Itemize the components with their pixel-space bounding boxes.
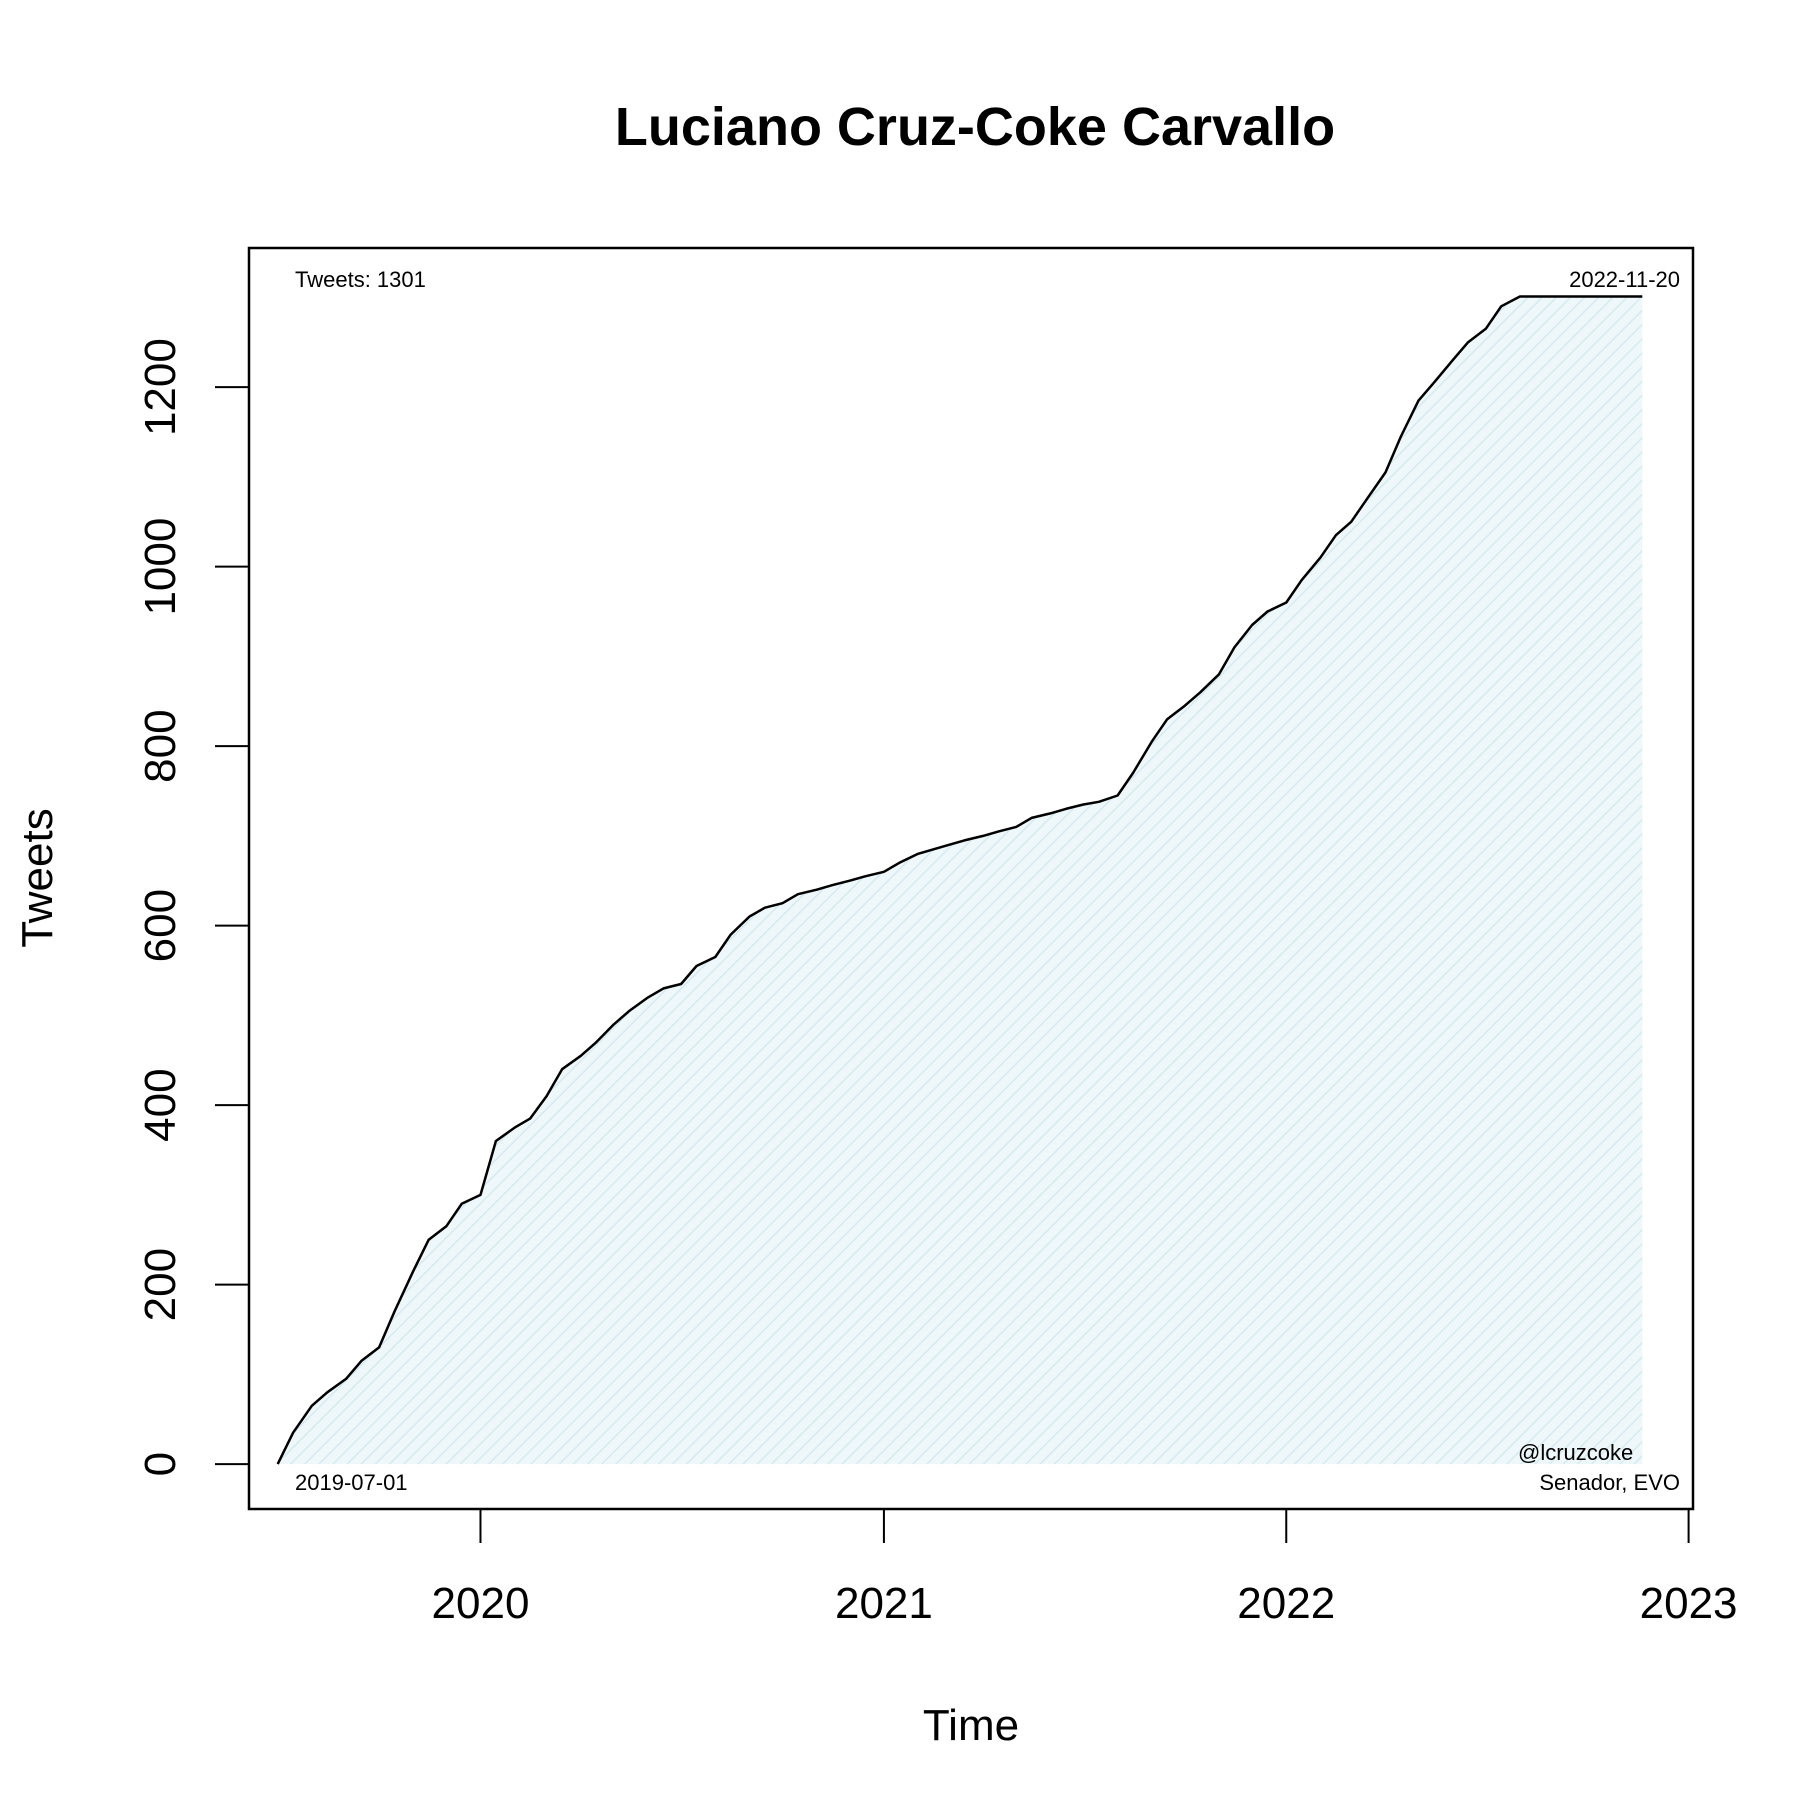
y-tick-label: 400: [136, 1068, 185, 1141]
y-tick-label: 1000: [136, 518, 185, 616]
role-annotation: Senador, EVO: [1539, 1470, 1680, 1495]
x-tick-label: 2022: [1237, 1579, 1335, 1628]
y-tick-label: 1200: [136, 338, 185, 436]
cumulative-line: [276, 295, 1643, 1465]
x-tick-label: 2021: [835, 1579, 933, 1628]
y-axis: 0 200 400 600 800 1000 1200: [136, 338, 250, 1476]
tweet-count-annotation: Tweets: 1301: [295, 267, 426, 292]
cumulative-area: [277, 296, 1643, 1465]
y-tick-label: 800: [136, 709, 185, 782]
x-axis: 2020 2021 2022 2023: [432, 1508, 1738, 1628]
x-tick-label: 2020: [432, 1579, 530, 1628]
start-date-annotation: 2019-07-01: [295, 1470, 408, 1495]
handle-annotation: @lcruzcoke: [1518, 1440, 1633, 1465]
x-tick-label: 2023: [1640, 1579, 1738, 1628]
chart-title: Luciano Cruz-Coke Carvallo: [615, 97, 1335, 157]
end-date-annotation: 2022-11-20: [1569, 267, 1680, 292]
y-axis-title: Tweets: [13, 808, 62, 947]
x-axis-title: Time: [923, 1701, 1019, 1750]
plot-area: [276, 295, 1643, 1465]
y-tick-label: 600: [136, 889, 185, 962]
y-tick-label: 200: [136, 1248, 185, 1321]
y-tick-label: 0: [136, 1452, 185, 1476]
